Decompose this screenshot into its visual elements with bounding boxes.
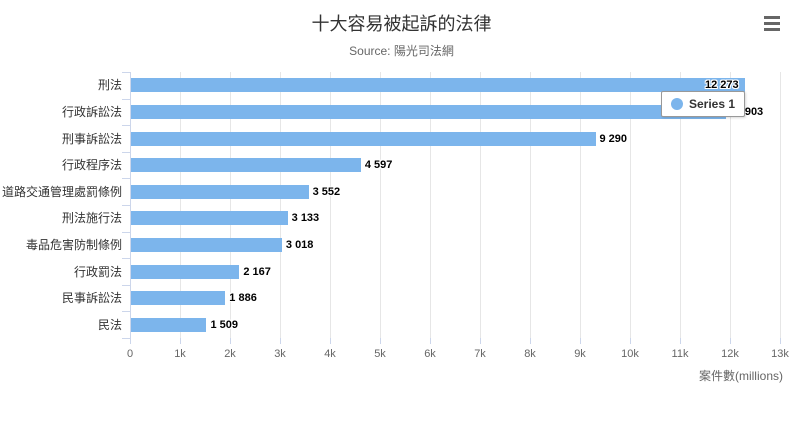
x-axis-tick [230,338,231,344]
gridline [380,72,381,338]
x-axis-tick-label: 1k [174,348,186,360]
bar-value-label: 12 273 [704,79,739,92]
x-axis-tick [280,338,281,344]
gridline [680,72,681,338]
bar[interactable] [131,317,207,332]
category-label: 毒品危害防制條例 [25,237,122,252]
x-axis-tick [380,338,381,344]
bar-value-label: 3 133 [291,212,320,225]
category-axis-tick [122,98,130,100]
chart-subtitle: Source: 陽光司法網 [349,44,454,58]
hamburger-icon [764,22,780,25]
gridline [530,72,531,338]
category-axis-tick [122,151,130,153]
x-axis-tick-label: 3k [274,348,286,360]
category-label: 刑事訴訟法 [61,131,122,146]
bar[interactable] [131,237,282,252]
x-axis-tick-label: 0 [126,348,134,360]
gridline [780,72,781,338]
x-axis-tick [180,338,181,344]
category-axis-tick [122,311,130,313]
legend-marker-icon [671,98,683,110]
category-label: 行政訴訟法 [61,104,122,119]
x-axis-tick [680,338,681,344]
x-axis-tick-label: 2k [224,348,236,360]
category-label: 道路交通管理處罰條例 [1,184,122,199]
bar-value-label: 1 886 [229,292,257,305]
bar[interactable] [131,291,226,306]
x-axis-tick [630,338,631,344]
gridline [480,72,481,338]
gridline [280,72,281,338]
legend[interactable]: Series 1 [661,91,746,117]
x-axis-tick [580,338,581,344]
category-axis-tick [122,205,130,206]
gridline [730,72,731,338]
gridline [230,72,231,338]
x-axis-title: 案件數(millions) [698,369,783,383]
bar[interactable] [131,131,596,146]
hamburger-icon [764,28,780,31]
gridline [580,72,581,338]
x-axis-tick-label: 13k [771,348,789,360]
category-axis-tick [122,125,130,127]
category-axis-tick [122,72,130,73]
category-axis-tick [122,284,130,286]
bar-value-label: 3 018 [285,238,314,251]
category-axis-tick [122,258,130,260]
x-axis-tick [330,338,331,344]
x-axis-tick [430,338,431,344]
category-label: 行政程序法 [61,158,122,173]
bar-value-label: 2 167 [243,265,271,278]
x-axis-tick-label: 9k [574,348,586,360]
category-axis-tick [122,338,130,339]
y-axis-line [130,72,131,338]
gridline [430,72,431,338]
chart-title: 十大容易被起訴的法律 [311,14,492,34]
category-label: 刑法 [97,78,122,93]
category-axis-tick [122,231,130,233]
x-axis-tick-label: 5k [374,348,386,360]
x-axis-tick [780,338,781,344]
bar[interactable] [131,158,361,173]
bar[interactable] [131,264,240,279]
bar[interactable] [131,104,727,119]
x-axis-tick-label: 6k [424,348,436,360]
plot-area [130,72,781,338]
x-axis-tick-label: 12k [721,348,739,360]
x-axis-tick-label: 4k [324,348,336,360]
bar-value-label: 3 552 [312,185,341,198]
bar-value-label: 1 509 [210,318,238,331]
x-axis-tick [130,338,131,344]
gridline [630,72,631,338]
category-label: 行政罰法 [73,264,122,279]
bar[interactable] [131,211,288,226]
gridline [180,72,181,338]
bar[interactable] [131,78,745,93]
x-axis-tick [530,338,531,344]
x-axis-tick-label: 10k [621,348,639,360]
x-axis-tick-label: 7k [474,348,486,360]
bar[interactable] [131,184,309,199]
category-label: 民事訴訟法 [61,291,122,306]
hamburger-icon [764,16,780,19]
category-label: 刑法施行法 [61,211,122,226]
x-axis-tick [730,338,731,344]
bar-value-label: 4 597 [364,159,393,172]
x-axis-tick [480,338,481,344]
x-axis-tick-label: 11k [671,348,689,360]
category-axis-tick [122,178,130,180]
gridline [330,72,331,338]
x-axis-tick-label: 8k [524,348,536,360]
hamburger-menu-button[interactable] [760,13,784,35]
bar-value-label: 9 290 [599,132,628,145]
legend-series-label: Series 1 [689,97,736,111]
category-label: 民法 [97,317,122,332]
